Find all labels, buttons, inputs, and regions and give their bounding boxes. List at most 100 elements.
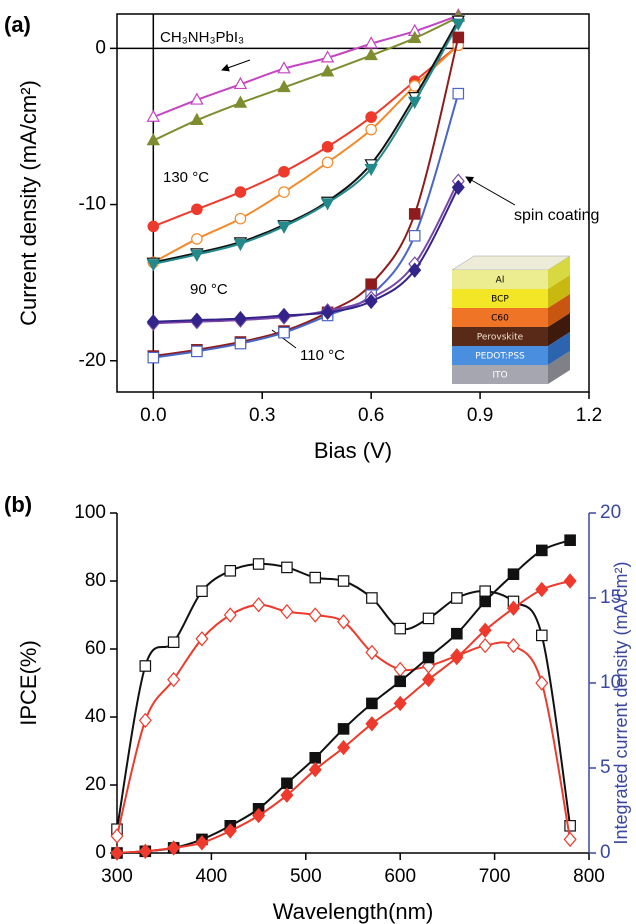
- marker: [422, 671, 436, 688]
- marker: [309, 571, 322, 584]
- y-tick-label: 40: [85, 706, 106, 727]
- marker: [280, 603, 294, 620]
- annotation: spin coating: [514, 207, 599, 224]
- x-tick-label: 800: [573, 866, 605, 887]
- marker: [223, 823, 237, 839]
- marker: [408, 208, 421, 220]
- marker: [365, 644, 379, 661]
- marker: [277, 221, 291, 234]
- marker: [233, 238, 248, 252]
- marker: [139, 660, 152, 672]
- marker: [394, 675, 406, 688]
- marker: [191, 345, 203, 358]
- marker: [478, 637, 492, 654]
- series-line: [117, 539, 571, 853]
- marker: [365, 123, 377, 136]
- y-tick-label: -20: [79, 350, 106, 371]
- series-line: [153, 22, 460, 265]
- marker: [394, 622, 406, 635]
- layer-label: Perovskite: [477, 333, 524, 343]
- marker: [320, 64, 335, 77]
- y2-tick-label: 10: [600, 672, 621, 693]
- series-line: [117, 603, 572, 840]
- marker: [146, 259, 161, 272]
- marker: [277, 307, 291, 324]
- marker: [337, 614, 351, 630]
- panel-label: (a): [4, 12, 31, 37]
- annotation-arrow: [465, 176, 516, 206]
- x-tick-label: 0.9: [467, 405, 493, 426]
- marker: [393, 661, 407, 678]
- marker: [195, 631, 209, 647]
- y2-axis-label: Integrated current density (mA/cm²): [611, 561, 631, 844]
- y2-tick-label: 15: [600, 587, 621, 608]
- marker: [234, 212, 247, 225]
- marker: [422, 651, 435, 664]
- marker: [407, 30, 422, 43]
- marker: [195, 835, 209, 851]
- marker: [337, 739, 351, 756]
- marker: [535, 675, 549, 691]
- marker: [252, 558, 265, 570]
- x-tick-label: 700: [479, 866, 511, 887]
- y-tick-label: 60: [85, 638, 106, 659]
- layer-label: Al: [496, 276, 505, 286]
- marker: [337, 575, 350, 587]
- plot-frame: [116, 13, 590, 393]
- device-inset: Al BCP C60 Perovskite PEDOT:PSS ITO: [451, 255, 571, 384]
- layer-label: C60: [491, 314, 509, 324]
- y2-tick-label: 20: [600, 502, 621, 523]
- y-tick-label: 80: [85, 570, 106, 591]
- x-axis-label: Bias (V): [314, 438, 392, 463]
- marker: [408, 80, 421, 92]
- x-tick-label: 0.3: [249, 405, 275, 426]
- marker: [365, 111, 377, 123]
- x-tick-label: 400: [196, 866, 228, 887]
- panel-label: (b): [4, 492, 32, 517]
- marker: [564, 819, 576, 832]
- y-axis-label: Current density (mA/cm²): [16, 80, 41, 326]
- marker: [233, 95, 248, 108]
- annotation: 130 °C: [163, 169, 209, 186]
- annotation: CH₃NH₃PbI₃: [160, 29, 244, 46]
- marker: [321, 304, 335, 321]
- marker: [563, 573, 577, 589]
- layer-label: ITO: [492, 371, 507, 381]
- marker: [366, 697, 378, 710]
- marker: [535, 544, 548, 557]
- marker: [147, 220, 160, 233]
- y-tick-label: 100: [74, 502, 106, 523]
- marker: [224, 564, 237, 577]
- marker: [450, 649, 464, 666]
- marker: [223, 607, 237, 623]
- marker: [234, 186, 247, 198]
- marker: [407, 96, 422, 109]
- marker: [320, 50, 335, 63]
- marker: [365, 716, 379, 732]
- marker: [190, 92, 204, 105]
- marker: [308, 607, 322, 623]
- marker: [408, 262, 422, 278]
- y2-tick-label: 5: [600, 757, 611, 778]
- y-tick-label: 0: [95, 37, 106, 58]
- marker: [365, 278, 377, 291]
- marker: [146, 314, 160, 330]
- marker: [364, 47, 378, 61]
- x-tick-label: 0.0: [140, 405, 166, 426]
- annotation: 110 °C: [300, 347, 345, 364]
- marker: [277, 79, 291, 93]
- marker: [278, 165, 290, 178]
- x-tick-label: 300: [101, 866, 133, 887]
- marker: [252, 597, 266, 613]
- marker: [146, 133, 161, 146]
- y2-tick-label: 0: [600, 842, 611, 863]
- marker: [234, 337, 247, 350]
- marker: [451, 592, 463, 604]
- marker: [479, 585, 491, 597]
- marker: [308, 762, 322, 778]
- x-tick-label: 1.2: [576, 405, 602, 426]
- annotation: 90 °C: [190, 281, 228, 298]
- marker: [138, 712, 152, 729]
- marker: [535, 629, 548, 642]
